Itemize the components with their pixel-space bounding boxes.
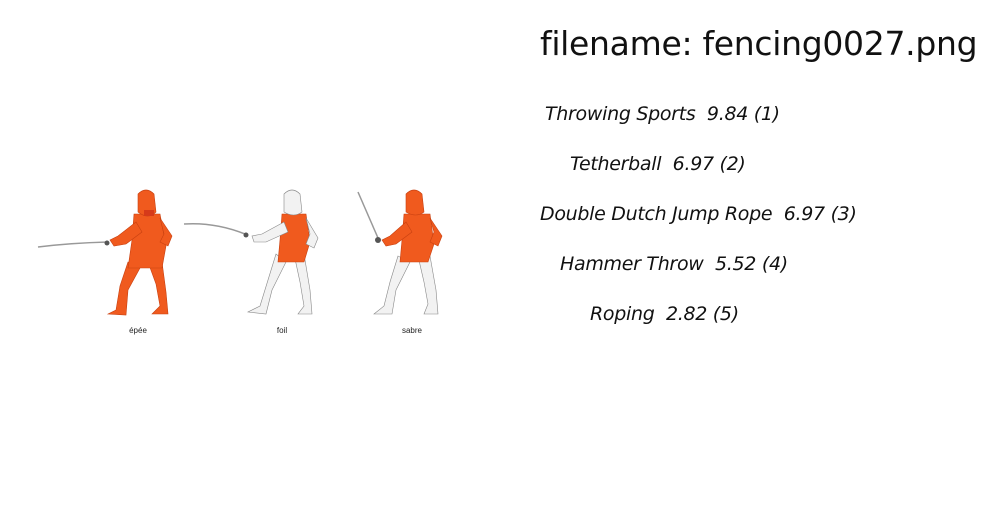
prediction-item: Hammer Throw 5.52 (4): [560, 253, 788, 275]
filename-title: filename: fencing0027.png: [540, 24, 978, 63]
prediction-item: Roping 2.82 (5): [590, 303, 739, 325]
sabre-fencer-figure: [357, 189, 443, 315]
prediction-item: Tetherball 6.97 (2): [570, 153, 746, 175]
prediction-item: Double Dutch Jump Rope 6.97 (3): [540, 203, 857, 225]
caption-foil: foil: [276, 326, 288, 335]
fencing-illustration: épée foil sabre: [37, 189, 443, 335]
prediction-item: Throwing Sports 9.84 (1): [545, 103, 780, 125]
caption-epee: épée: [129, 326, 147, 335]
foil-fencer-figure: [183, 189, 319, 315]
epee-fencer-figure: [37, 189, 173, 316]
caption-sabre: sabre: [401, 326, 422, 335]
